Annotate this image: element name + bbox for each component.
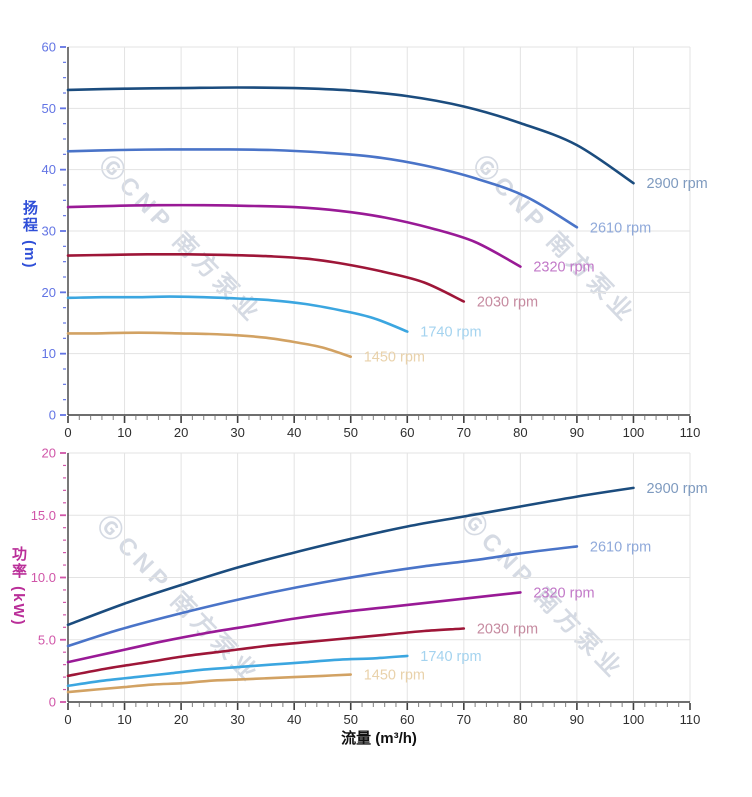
x-tick-label: 0 [64, 425, 71, 440]
y-tick-label: 10.0 [31, 570, 56, 585]
y-tick-label: 40 [42, 162, 56, 177]
x-tick-label: 20 [174, 425, 188, 440]
x-tick-label: 70 [457, 425, 471, 440]
series-curve-1450-rpm [66, 331, 352, 358]
x-tick-label: 80 [513, 712, 527, 727]
y-tick-label: 5.0 [38, 632, 56, 647]
series-curve-1740-rpm [66, 654, 409, 688]
series-curve-2610-rpm [66, 545, 579, 648]
x-tick-label: 40 [287, 712, 301, 727]
y-tick-label: 0 [49, 695, 56, 710]
x-tick-label: 60 [400, 712, 414, 727]
series-curve-2320-rpm [66, 591, 522, 664]
curve-label-2900-rpm: 2900 rpm [646, 481, 707, 497]
series-curve-2900-rpm [66, 86, 635, 185]
series-curve-2030-rpm [66, 252, 466, 303]
series-curve-1740-rpm [66, 295, 409, 333]
y-tick-label: 60 [42, 40, 56, 55]
x-tick-label: 20 [174, 712, 188, 727]
chart-head-vs-flow: 0 10 20 30 40 50 60 0 10 20 30 40 50 60 70 80 90 100 110 29… [42, 40, 708, 441]
curve-label-1450-rpm: 1450 rpm [364, 668, 425, 684]
y-tick-label: 20 [42, 446, 56, 461]
x-tick-label: 50 [343, 425, 357, 440]
x-tick-label: 40 [287, 425, 301, 440]
chart-power-vs-flow: 0 5.0 10.0 15.0 20 0 10 20 30 40 50 60 70 80 90 100 110 2… [31, 446, 708, 728]
power-axis-title: 功率 (kW) [10, 546, 27, 627]
curve-label-1740-rpm: 1740 rpm [420, 325, 481, 341]
x-tick-label: 30 [230, 425, 244, 440]
curve-label-2320-rpm: 2320 rpm [533, 260, 594, 276]
series-curve-2320-rpm [66, 203, 522, 268]
curve-label-2030-rpm: 2030 rpm [477, 295, 538, 311]
x-tick-label: 10 [117, 425, 131, 440]
x-tick-label: 10 [117, 712, 131, 727]
x-tick-label: 30 [230, 712, 244, 727]
curve-label-2610-rpm: 2610 rpm [590, 220, 651, 236]
curve-label-1450-rpm: 1450 rpm [364, 350, 425, 366]
x-tick-label: 110 [680, 425, 701, 440]
x-tick-label: 90 [570, 712, 584, 727]
curve-label-2030-rpm: 2030 rpm [477, 622, 538, 638]
y-tick-label: 30 [42, 224, 56, 239]
head-axis-title: 扬程 (m) [21, 200, 38, 270]
series-curve-2900-rpm [66, 486, 635, 627]
x-tick-label: 70 [457, 712, 471, 727]
y-tick-label: 15.0 [31, 508, 56, 523]
x-tick-label: 110 [680, 712, 701, 727]
y-tick-label: 10 [42, 346, 56, 361]
x-tick-label: 90 [570, 425, 584, 440]
x-tick-label: 0 [64, 712, 71, 727]
x-tick-label: 100 [623, 425, 645, 440]
y-tick-label: 20 [42, 285, 56, 300]
series-curve-2030-rpm [66, 627, 466, 678]
curve-label-1740-rpm: 1740 rpm [420, 649, 481, 665]
x-tick-label: 60 [400, 425, 414, 440]
y-tick-label: 50 [42, 101, 56, 116]
curve-label-2610-rpm: 2610 rpm [590, 539, 651, 555]
x-tick-label: 100 [623, 712, 645, 727]
curve-label-2900-rpm: 2900 rpm [646, 176, 707, 192]
x-tick-label: 50 [343, 712, 357, 727]
flow-axis-title: 流量 (m³/h) [341, 730, 417, 747]
y-tick-label: 0 [49, 408, 56, 423]
curve-label-2320-rpm: 2320 rpm [533, 585, 594, 601]
series-curve-2610-rpm [66, 148, 579, 229]
x-tick-label: 80 [513, 425, 527, 440]
series-curve-1450-rpm [66, 673, 352, 694]
